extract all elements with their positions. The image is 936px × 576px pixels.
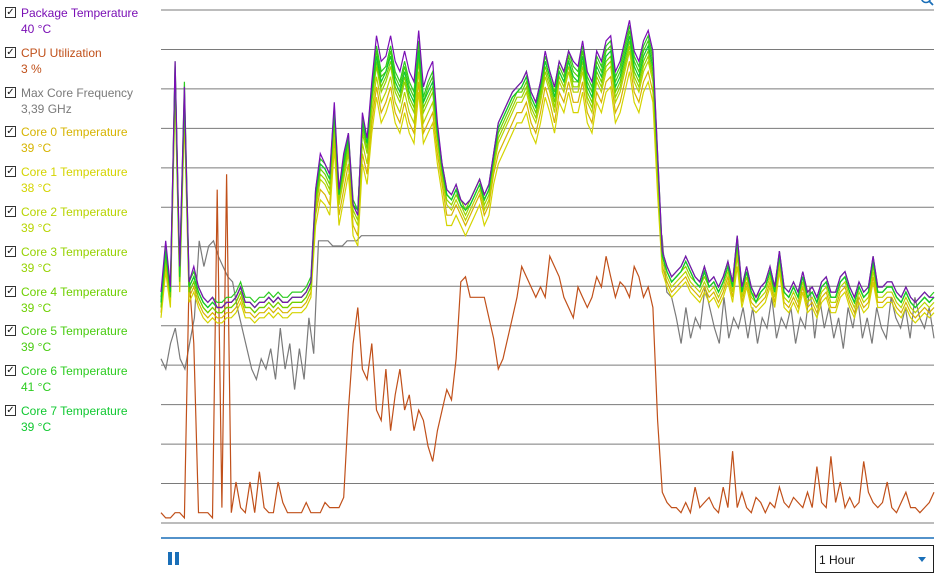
legend-series-name: Core 1 Temperature <box>21 165 128 180</box>
legend-checkbox[interactable]: ✓ <box>5 46 16 58</box>
magnifier-icon[interactable] <box>920 0 934 6</box>
legend-item[interactable]: ✓ Max Core Frequency 3,39 GHz <box>4 86 160 126</box>
legend-series-name: Package Temperature <box>21 6 139 20</box>
legend-item[interactable]: ✓ Core 3 Temperature 39 °C <box>4 245 160 285</box>
legend-checkbox[interactable]: ✓ <box>5 206 16 217</box>
time-range-value: 1 Hour <box>819 553 856 567</box>
pause-icon-bar <box>175 552 179 565</box>
series-line-core-1-temperature <box>160 71 935 324</box>
legend-checkbox[interactable]: ✓ <box>5 325 16 337</box>
legend-series-name: Core 4 Temperature <box>21 284 128 299</box>
series-line-cpu-utilization <box>160 174 935 520</box>
legend-item[interactable]: ✓ Core 1 Temperature 38 °C <box>4 165 160 205</box>
legend-item[interactable]: ✓ Core 0 Temperature 39 °C <box>4 125 160 165</box>
legend-series-value: 40 °C <box>21 22 52 36</box>
legend-checkbox[interactable]: ✓ <box>5 166 16 178</box>
chart-grid <box>161 9 934 524</box>
legend-checkbox[interactable]: ✓ <box>5 245 16 257</box>
legend-item[interactable]: ✓ Core 6 Temperature 41 °C <box>4 364 160 404</box>
legend-series-value: 41 °C <box>21 380 52 395</box>
pause-icon <box>168 552 172 565</box>
legend-item[interactable]: ✓ Package Temperature 40 °C <box>4 6 160 46</box>
series-line-core-0-temperature <box>160 61 935 319</box>
chart-lines <box>160 20 935 520</box>
legend-checkbox[interactable]: ✓ <box>5 365 16 377</box>
legend-item[interactable]: ✓ CPU Utilization 3 % <box>4 46 160 86</box>
legend-series-value: 39 °C <box>21 300 52 315</box>
legend-series-name: Core 6 Temperature <box>21 364 128 379</box>
legend-series-value: 39 °C <box>21 221 52 235</box>
legend-series-name: Core 2 Temperature <box>21 205 128 219</box>
legend-series-name: Core 0 Temperature <box>21 125 128 140</box>
legend-series-name: Max Core Frequency <box>21 85 134 100</box>
series-line-max-core-frequency <box>160 235 935 390</box>
legend-checkbox[interactable]: ✓ <box>5 86 16 98</box>
legend-checkbox[interactable]: ✓ <box>5 7 16 18</box>
legend-series-value: 38 °C <box>21 181 52 196</box>
legend-series-value: 39 °C <box>21 420 52 434</box>
legend-series-value: 3,39 GHz <box>21 101 72 116</box>
legend-series-name: Core 7 Temperature <box>21 404 128 418</box>
legend-series-name: Core 3 Temperature <box>21 244 128 259</box>
monitor-chart <box>160 9 935 539</box>
legend-series-value: 39 °C <box>21 141 52 156</box>
chevron-down-icon <box>918 557 926 562</box>
legend-series-value: 3 % <box>21 61 42 76</box>
pause-button[interactable] <box>166 550 182 568</box>
legend-checkbox[interactable]: ✓ <box>5 405 16 416</box>
legend-series-name: Core 5 Temperature <box>21 324 128 339</box>
legend-checkbox[interactable]: ✓ <box>5 285 16 297</box>
legend-item[interactable]: ✓ Core 7 Temperature 39 °C <box>4 404 160 444</box>
time-range-select[interactable]: 1 Hour <box>815 545 934 573</box>
series-line-package-temperature <box>160 20 934 309</box>
legend-item[interactable]: ✓ Core 5 Temperature 39 °C <box>4 324 160 364</box>
legend-series-name: CPU Utilization <box>21 45 102 60</box>
legend-item[interactable]: ✓ Core 4 Temperature 39 °C <box>4 285 160 325</box>
legend-checkbox[interactable]: ✓ <box>5 126 16 138</box>
legend-series-value: 39 °C <box>21 260 52 275</box>
series-line-core-7-temperature <box>160 35 935 309</box>
legend-series-value: 39 °C <box>21 340 52 355</box>
legend-item[interactable]: ✓ Core 2 Temperature 39 °C <box>4 205 160 245</box>
